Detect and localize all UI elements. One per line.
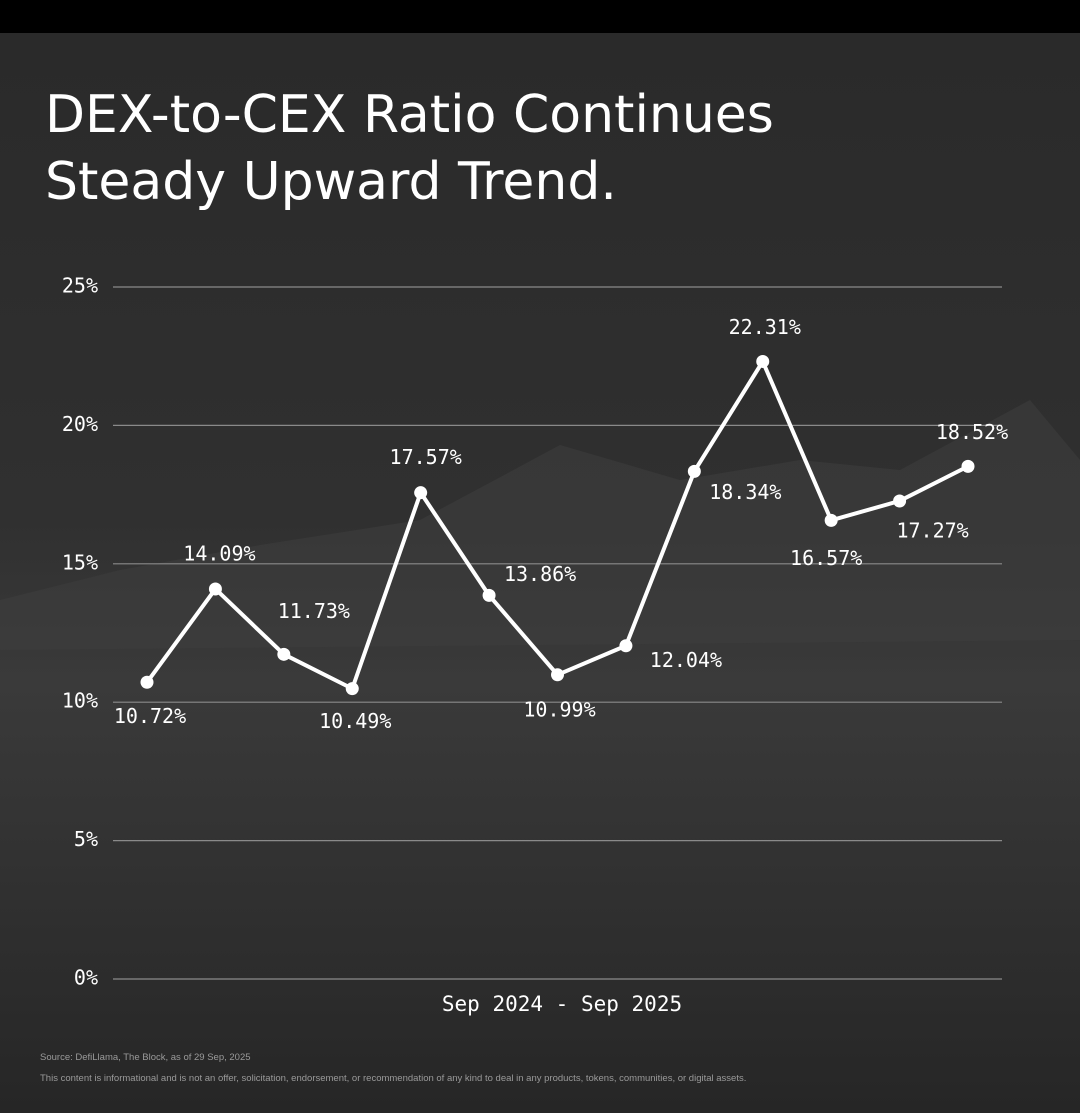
data-label: 17.27% [896,518,968,542]
point [140,675,154,689]
data-label: 11.73% [278,599,350,623]
point [824,513,838,527]
point [619,639,633,653]
point [345,682,359,696]
top-bar [0,0,1080,33]
chart-title: Steady Upward Trend. [45,152,617,212]
y-tick-label: 5% [74,827,98,851]
y-tick-label: 20% [62,412,98,436]
point [482,588,496,602]
data-label: 13.86% [504,562,576,586]
y-tick-label: 10% [62,689,98,713]
data-label: 18.52% [936,420,1008,444]
mountains [0,400,1080,650]
data-label: 14.09% [183,541,255,565]
data-label: 10.99% [523,697,595,721]
point [277,647,291,661]
point [414,486,428,500]
data-label: 17.57% [390,445,462,469]
y-tick-label: 0% [74,966,98,990]
point [961,459,975,473]
point [893,494,907,508]
data-label: 22.31% [729,315,801,339]
source: Source: DefiLlama, The Block, as of 29 S… [40,1052,251,1063]
y-tick-label: 25% [62,274,98,298]
data-label: 10.72% [114,704,186,728]
point [687,464,701,478]
y-tick-label: 15% [62,550,98,574]
data-label: 12.04% [650,648,722,672]
chart-title: DEX-to-CEX Ratio Continues [45,85,774,145]
point [208,582,222,596]
disclaimer: This content is informational and is not… [40,1073,746,1084]
data-label: 10.49% [319,709,391,733]
data-label: 16.57% [790,546,862,570]
point [551,668,564,682]
point [756,354,770,368]
x-axis-label: Sep 2024 - Sep 2025 [442,992,682,1016]
data-label: 18.34% [709,480,781,504]
